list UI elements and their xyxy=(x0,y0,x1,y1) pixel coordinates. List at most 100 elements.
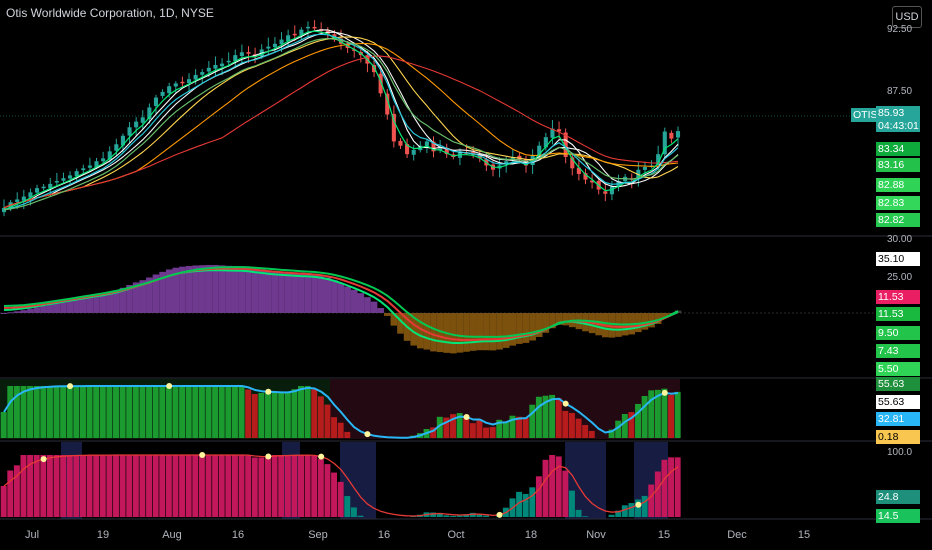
pane4-bar xyxy=(621,505,628,517)
histogram-bar xyxy=(509,313,517,346)
histogram-bar xyxy=(132,282,140,313)
histogram-bar xyxy=(225,265,232,313)
candle-body xyxy=(570,157,575,169)
candle-body xyxy=(87,165,92,168)
histogram-bar xyxy=(20,310,28,313)
candle-body xyxy=(398,140,403,146)
moving-average-34 xyxy=(3,55,679,209)
pane3-bar xyxy=(231,386,238,438)
pane3-bar xyxy=(212,386,219,438)
histogram-bar xyxy=(192,265,199,313)
pane4-bar xyxy=(436,512,443,517)
histogram-bar xyxy=(430,313,437,352)
histogram-bar xyxy=(410,313,417,346)
histogram-bar xyxy=(159,271,166,313)
pane3-bar xyxy=(535,396,542,438)
pane4-bar xyxy=(86,455,93,517)
chart-title: Otis Worldwide Corporation, 1D, NYSE xyxy=(6,6,214,20)
pane3-bar xyxy=(73,386,80,438)
pane4-bar xyxy=(648,484,655,517)
pane4-marker xyxy=(265,453,272,460)
histogram-bar xyxy=(304,273,312,313)
pane4-bar xyxy=(119,455,126,517)
currency-button[interactable]: USD xyxy=(892,6,922,28)
pane4-bar xyxy=(40,455,47,517)
pane3-bar xyxy=(33,386,40,438)
pane4-bar xyxy=(483,515,490,517)
candle-body xyxy=(120,135,125,146)
pane3-bar xyxy=(7,386,14,438)
pane3-bar xyxy=(159,386,166,438)
pane4-marker xyxy=(318,453,325,460)
candle-body xyxy=(431,141,436,152)
pane3-bar xyxy=(568,412,575,438)
x-label-nov-15: 15 xyxy=(657,529,671,541)
candle-body xyxy=(411,149,416,155)
pane3-marker xyxy=(166,383,173,390)
candle-body xyxy=(504,161,509,164)
pane4-bar xyxy=(278,455,285,517)
pane3-bar xyxy=(238,386,245,438)
pane3-bar xyxy=(496,419,503,438)
pane3-bar xyxy=(53,386,60,438)
candle-body xyxy=(590,180,595,183)
pane4-bar xyxy=(33,455,40,517)
candle-body xyxy=(424,141,429,146)
pane3-bar xyxy=(654,389,661,438)
histogram-bar xyxy=(251,268,259,313)
countdown-tag: 04:43:01 xyxy=(876,119,920,132)
candle-body xyxy=(385,93,390,115)
pane4-bar xyxy=(443,515,450,517)
pane3-bar xyxy=(542,395,549,438)
candle-body xyxy=(134,121,139,128)
x-label-aug: Aug xyxy=(162,529,182,541)
pane3-bar xyxy=(185,386,192,438)
histogram-bar xyxy=(641,313,649,330)
histogram-bar xyxy=(370,301,378,313)
price-pane[interactable] xyxy=(1,20,681,217)
pane4-bar xyxy=(430,512,437,517)
pane4-marker xyxy=(496,511,503,518)
pane3-bar xyxy=(331,417,338,438)
histogram-bar xyxy=(535,313,543,337)
pane3-tag-1: 55.63 xyxy=(876,377,920,391)
oscillator-pane-2[interactable] xyxy=(0,383,681,439)
pane3-bar xyxy=(284,392,291,438)
histogram-bar xyxy=(608,313,616,338)
pane3-bar xyxy=(66,386,73,438)
histogram-bar xyxy=(13,311,21,313)
pane4-bar xyxy=(284,455,291,517)
pane-separators[interactable] xyxy=(0,115,932,520)
pane4-bar xyxy=(265,456,271,517)
candle-body xyxy=(213,65,218,69)
pane4-bar xyxy=(271,455,278,517)
oscillator-pane-3[interactable] xyxy=(0,452,681,518)
pane4-marker xyxy=(199,452,206,459)
pane4-bar xyxy=(93,455,100,517)
pane3-marker xyxy=(67,383,74,390)
pane4-bar xyxy=(0,486,7,517)
candle-body xyxy=(537,145,542,156)
histogram-bar xyxy=(198,265,206,313)
histogram-bar xyxy=(113,290,120,313)
histogram-bar xyxy=(119,287,127,313)
pane3-bar xyxy=(192,386,199,438)
ema-ribbon-6 xyxy=(3,33,679,211)
pane3-bar xyxy=(344,431,351,438)
pane3-bar xyxy=(529,404,536,438)
pane4-bar xyxy=(542,459,549,517)
pane3-bar xyxy=(198,386,205,438)
candle-body xyxy=(147,107,152,119)
oscillator-pane-1[interactable] xyxy=(0,265,876,354)
pane3-bar xyxy=(317,396,324,438)
pane2-tag-6: 5.50 xyxy=(876,362,920,376)
histogram-bar xyxy=(469,313,477,351)
histogram-bar xyxy=(331,280,338,313)
histogram-bar xyxy=(416,313,424,349)
pane4-bar xyxy=(113,455,119,517)
pane4-bar xyxy=(522,493,529,517)
pane2-tick-25: 25.00 xyxy=(887,272,913,283)
histogram-bar xyxy=(79,297,87,313)
histogram-bar xyxy=(483,313,490,351)
